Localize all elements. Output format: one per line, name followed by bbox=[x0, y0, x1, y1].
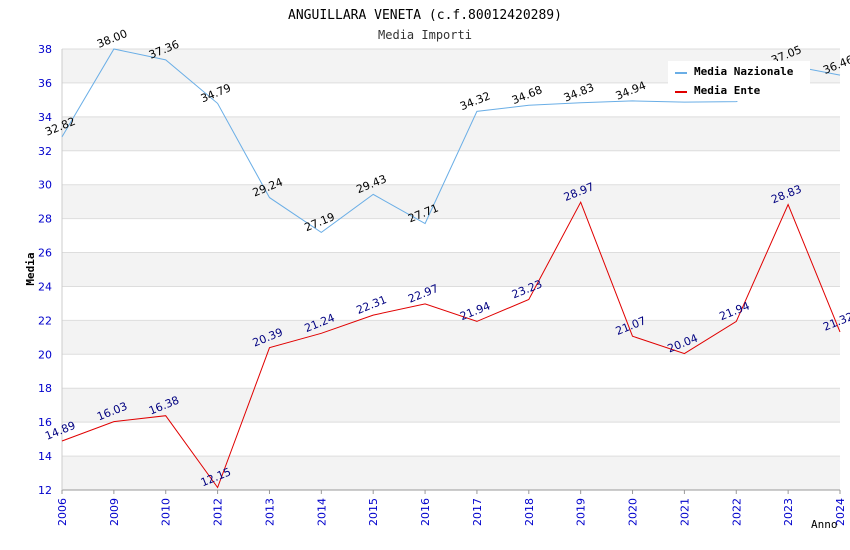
y-tick-label: 18 bbox=[38, 382, 52, 395]
y-tick-label: 16 bbox=[38, 416, 52, 429]
data-label-nazionale: 38.00 bbox=[95, 27, 129, 51]
y-axis-title: Media bbox=[24, 252, 37, 285]
grid-lines bbox=[62, 48, 840, 491]
x-tick-label: 2012 bbox=[212, 498, 225, 526]
grid-band bbox=[62, 116, 840, 151]
data-label-nazionale: 34.83 bbox=[562, 81, 596, 105]
y-tick-label: 26 bbox=[38, 247, 52, 260]
x-tick-label: 2019 bbox=[575, 498, 588, 526]
y-tick-label: 30 bbox=[38, 179, 52, 192]
x-tick-label: 2016 bbox=[419, 498, 432, 526]
x-tick-label: 2015 bbox=[367, 498, 380, 526]
data-label-nazionale: 34.68 bbox=[510, 83, 544, 107]
y-tick-label: 38 bbox=[38, 43, 52, 56]
x-tick-label: 2024 bbox=[834, 498, 847, 526]
x-tick-label: 2021 bbox=[678, 498, 691, 526]
y-tick-label: 24 bbox=[38, 280, 52, 293]
x-tick-label: 2009 bbox=[108, 498, 121, 526]
y-tick-labels: 12 14 16 18 20 22 24 26 28 30 32 34 36 38 bbox=[38, 43, 52, 497]
grid-band bbox=[62, 184, 840, 219]
x-axis-title: Anno bbox=[811, 518, 838, 531]
grid-bands bbox=[62, 49, 840, 490]
y-tick-label: 12 bbox=[38, 484, 52, 497]
x-tick-label: 2020 bbox=[627, 498, 640, 526]
y-tick-label: 34 bbox=[38, 111, 52, 124]
x-tick-label: 2017 bbox=[471, 498, 484, 526]
x-tick-label: 2022 bbox=[730, 498, 743, 526]
legend-box bbox=[668, 61, 810, 101]
x-tick-label: 2014 bbox=[315, 498, 328, 526]
x-tick-label: 2013 bbox=[263, 498, 276, 526]
grid-band bbox=[62, 320, 840, 355]
series-lines bbox=[61, 48, 841, 489]
y-tick-label: 14 bbox=[38, 450, 52, 463]
y-tick-label: 32 bbox=[38, 145, 52, 158]
data-label-nazionale: 34.32 bbox=[458, 89, 492, 113]
legend-label-nazionale: Media Nazionale bbox=[694, 65, 794, 78]
x-tick-label: 2023 bbox=[782, 498, 795, 526]
x-tick-label: 2006 bbox=[56, 498, 69, 526]
y-tick-label: 36 bbox=[38, 77, 52, 90]
series-line-ente bbox=[61, 201, 841, 489]
y-tick-label: 20 bbox=[38, 348, 52, 361]
legend: Media Nazionale Media Ente bbox=[668, 61, 810, 101]
grid-band bbox=[62, 456, 840, 490]
legend-label-ente: Media Ente bbox=[694, 84, 761, 97]
y-tick-label: 22 bbox=[38, 314, 52, 327]
x-tick-label: 2010 bbox=[160, 498, 173, 526]
y-tick-label: 28 bbox=[38, 213, 52, 226]
chart-subtitle: Media Importi bbox=[378, 28, 472, 42]
grid-band bbox=[62, 252, 840, 287]
data-label-ente: 21.94 bbox=[458, 299, 492, 323]
series-line-nazionale bbox=[61, 48, 841, 234]
grid-band bbox=[62, 388, 840, 423]
chart-title: ANGUILLARA VENETA (c.f.80012420289) bbox=[288, 8, 562, 23]
data-label-ente: 21.94 bbox=[718, 299, 752, 323]
x-tick-label: 2018 bbox=[523, 498, 536, 526]
x-tick-labels: 2006 2009 2010 2012 2013 2014 2015 2016 2017 2018… bbox=[56, 490, 847, 526]
